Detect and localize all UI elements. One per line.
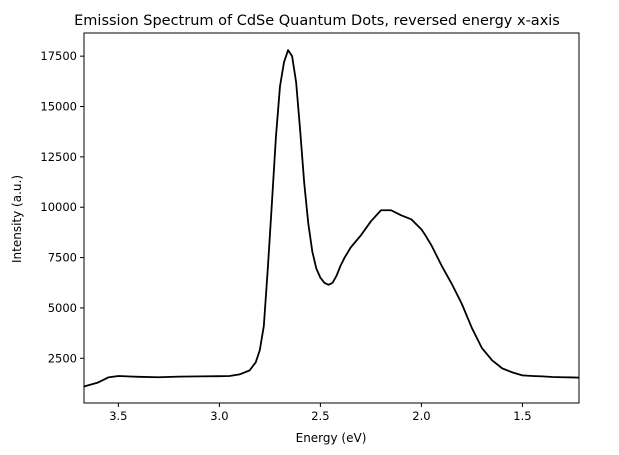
y-tick-label: 12500 <box>40 150 77 164</box>
plot-area <box>83 32 580 404</box>
y-tick-label: 5000 <box>48 301 77 315</box>
chart-title: Emission Spectrum of CdSe Quantum Dots, … <box>74 13 560 29</box>
x-tick-label: 1.5 <box>513 409 531 423</box>
y-tick-label: 15000 <box>40 100 77 114</box>
x-tick-label: 3.5 <box>109 409 127 423</box>
x-tick-label: 2.0 <box>412 409 430 423</box>
x-axis-label: Energy (eV) <box>296 431 367 445</box>
y-axis-ticks: 2500 5000 7500 10000 12500 15000 17500 <box>40 49 84 365</box>
plot-frame <box>83 32 580 404</box>
series-line-0 <box>83 49 580 388</box>
y-tick-label: 17500 <box>40 49 77 63</box>
x-tick-label: 2.5 <box>311 409 329 423</box>
y-tick-label: 2500 <box>48 351 77 365</box>
y-tick-label: 7500 <box>48 251 77 265</box>
y-tick-label: 10000 <box>40 200 77 214</box>
y-axis-label: Intensity (a.u.) <box>10 175 24 263</box>
x-axis-ticks: 3.5 3.0 2.5 2.0 1.5 <box>109 403 532 423</box>
x-tick-label: 3.0 <box>210 409 228 423</box>
